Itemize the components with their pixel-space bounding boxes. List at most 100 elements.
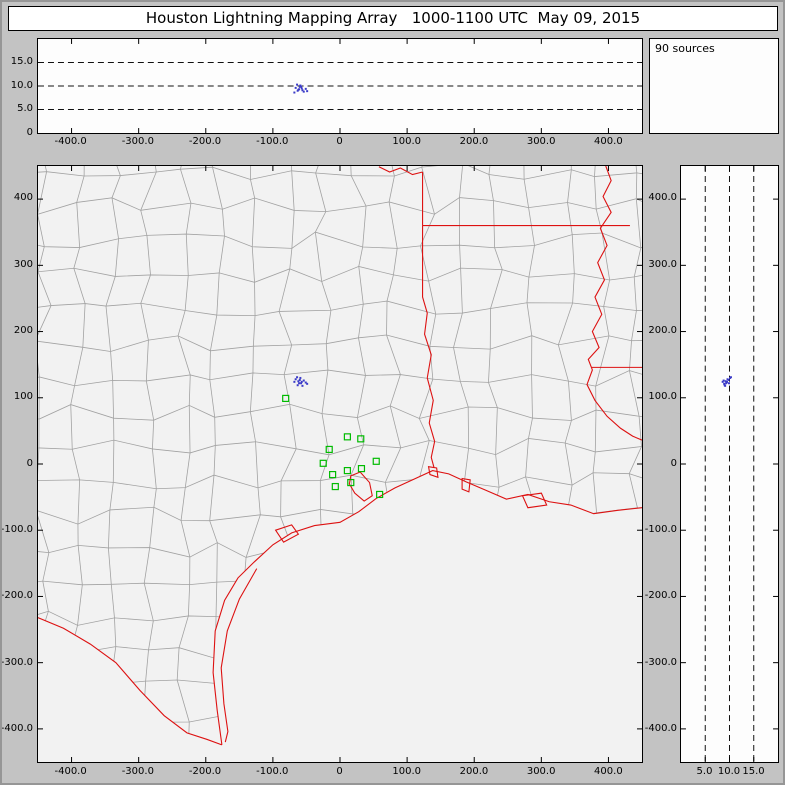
lightning-source-point bbox=[299, 84, 302, 87]
map-eastwest-tick-label: 0 bbox=[336, 766, 343, 777]
altitude-vs-northsouth-panel[interactable] bbox=[680, 165, 779, 763]
lightning-source-point bbox=[293, 380, 296, 383]
map-northsouth-tick-label: -200.0 bbox=[0, 590, 33, 602]
lma-station-marker bbox=[325, 445, 333, 454]
ns-distance-tick-label: 100.0 bbox=[648, 391, 677, 403]
lightning-source-point bbox=[300, 87, 303, 90]
ns-distance-tick-label: 300.0 bbox=[648, 258, 677, 270]
map-northsouth-tick-label: -300.0 bbox=[0, 656, 33, 668]
ns-distance-tick-label: -200.0 bbox=[644, 590, 677, 602]
lightning-source-point bbox=[302, 90, 305, 93]
ew-distance-tick-label: -400.0 bbox=[54, 136, 87, 147]
ew-distance-tick-label: 200.0 bbox=[459, 136, 489, 147]
ns-axis-ticks bbox=[681, 166, 778, 762]
map-eastwest-tick-label: -100.0 bbox=[256, 766, 289, 777]
lightning-source-point bbox=[726, 378, 729, 381]
ns-distance-tick-label: 0 bbox=[670, 457, 677, 469]
lightning-source-point bbox=[298, 85, 301, 88]
lightning-source-point bbox=[724, 384, 727, 387]
lightning-source-point bbox=[723, 382, 726, 385]
lightning-source-point bbox=[296, 376, 299, 379]
gulf-of-mexico-area bbox=[38, 470, 642, 762]
ns-distance-tick-label: 200.0 bbox=[648, 324, 677, 336]
map-northsouth-tick-label: 200 bbox=[13, 324, 33, 336]
map-northsouth-tick-label: 300 bbox=[13, 258, 33, 270]
map-northsouth-tick-label: 0 bbox=[26, 457, 33, 469]
map-northsouth-tick-label: 400 bbox=[13, 192, 33, 204]
map-eastwest-tick-label: 400.0 bbox=[594, 766, 623, 777]
ns-altitude-tick-label: 15.0 bbox=[742, 766, 765, 777]
lma-station-marker bbox=[357, 464, 366, 473]
lma-station-marker bbox=[343, 466, 351, 475]
lightning-source-point bbox=[722, 379, 725, 382]
lightning-source-point bbox=[302, 379, 305, 382]
map-eastwest-tick-label: -300.0 bbox=[121, 766, 154, 777]
lightning-source-point bbox=[293, 91, 296, 94]
ew-axis-ticks bbox=[71, 39, 609, 133]
lightning-source-point bbox=[727, 378, 730, 381]
lightning-source-point bbox=[300, 380, 303, 383]
lightning-source-point bbox=[294, 86, 297, 89]
map-eastwest-tick-label: -200.0 bbox=[188, 766, 222, 777]
ew-altitude-tick-label: 0 bbox=[26, 127, 33, 138]
map-axis-ticks bbox=[38, 166, 642, 762]
plan-view-map[interactable] bbox=[38, 166, 642, 762]
source-count-label: 90 sources bbox=[655, 42, 715, 55]
lma-station-marker bbox=[372, 457, 380, 465]
map-northsouth-tick-label: 100 bbox=[13, 391, 33, 403]
lma-station-marker bbox=[319, 459, 327, 467]
lightning-source-point bbox=[301, 384, 304, 387]
lightning-source-point bbox=[304, 87, 307, 90]
lightning-source-point bbox=[729, 376, 732, 379]
lightning-source-point bbox=[298, 382, 301, 385]
ew-distance-tick-label: 0 bbox=[336, 136, 343, 147]
lma-station-marker bbox=[329, 470, 337, 479]
map-eastwest-tick-label: 300.0 bbox=[526, 766, 556, 777]
lightning-source-point bbox=[724, 380, 727, 383]
ns-distance-tick-label: -100.0 bbox=[644, 523, 677, 535]
map-northsouth-tick-label: -400.0 bbox=[0, 722, 33, 734]
ew-distance-tick-label: 300.0 bbox=[526, 136, 556, 147]
plan-view-map-panel[interactable] bbox=[37, 165, 643, 763]
lightning-source-point bbox=[726, 380, 729, 383]
lightning-source-point bbox=[296, 89, 299, 92]
altitude-ew-plot[interactable] bbox=[38, 39, 642, 133]
lma-station-marker bbox=[376, 490, 384, 499]
lightning-source-point bbox=[297, 380, 300, 383]
lma-station-marker bbox=[357, 435, 365, 443]
lightning-source-point bbox=[725, 382, 728, 385]
lma-station-marker bbox=[282, 394, 290, 403]
source-count-panel: 90 sources bbox=[649, 38, 779, 134]
ew-distance-tick-label: -100.0 bbox=[256, 136, 289, 147]
lightning-source-point bbox=[299, 376, 302, 379]
lightning-source-point bbox=[294, 378, 297, 381]
ew-distance-tick-label: -200.0 bbox=[188, 136, 222, 147]
state-borders-coastline bbox=[38, 166, 642, 746]
lma-station-marker bbox=[331, 482, 339, 491]
ew-altitude-tick-label: 5.0 bbox=[17, 103, 33, 115]
ew-altitude-tick-label: 10.0 bbox=[10, 79, 33, 91]
ns-altitude-tick-label: 10.0 bbox=[717, 766, 741, 777]
altitude-ns-plot[interactable] bbox=[681, 166, 778, 762]
lightning-source-point bbox=[301, 89, 304, 92]
altitude-vs-eastwest-panel[interactable] bbox=[37, 38, 643, 134]
lightning-source-point bbox=[729, 376, 731, 379]
lightning-source-point bbox=[721, 380, 724, 383]
lightning-source-point bbox=[296, 384, 299, 387]
lightning-source-point bbox=[304, 381, 307, 384]
map-eastwest-tick-label: -400.0 bbox=[54, 766, 87, 777]
ns-distance-tick-label: -300.0 bbox=[644, 656, 677, 668]
ew-distance-tick-label: 100.0 bbox=[392, 136, 422, 147]
lma-station-marker bbox=[343, 433, 351, 441]
lightning-source-point bbox=[298, 378, 301, 381]
map-eastwest-tick-label: 200.0 bbox=[459, 766, 489, 777]
lightning-source-point bbox=[306, 90, 309, 93]
plot-title: Houston Lightning Mapping Array 1000-110… bbox=[8, 6, 778, 31]
ns-distance-tick-label: 400.0 bbox=[648, 192, 677, 204]
ns-altitude-tick-label: 5.0 bbox=[696, 766, 713, 777]
ew-distance-tick-label: 400.0 bbox=[594, 136, 623, 147]
lma-station-marker bbox=[347, 478, 355, 487]
lightning-source-point bbox=[296, 83, 299, 86]
lightning-source-point bbox=[728, 382, 730, 385]
